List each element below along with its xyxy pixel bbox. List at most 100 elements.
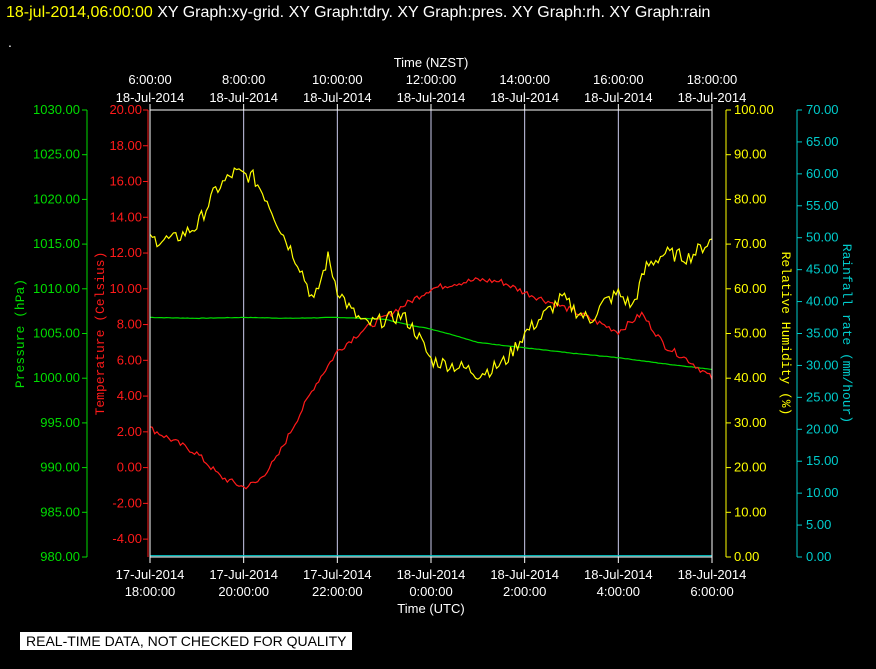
- pressure-tick-label: 980.00: [40, 549, 80, 564]
- x-bottom-tick-label: 20:00:00: [218, 584, 269, 599]
- x-bottom-tick-label: 17-Jul-2014: [303, 567, 372, 582]
- header-date: 18-jul-2014,06:00:00: [6, 4, 153, 21]
- temperature-tick-label: 10.00: [109, 281, 142, 296]
- rain-tick-label: 65.00: [806, 134, 839, 149]
- humidity-tick-label: 20.00: [734, 460, 767, 475]
- rain-tick-label: 25.00: [806, 389, 839, 404]
- rain-tick-label: 0.00: [806, 549, 831, 564]
- rain-tick-label: 15.00: [806, 453, 839, 468]
- rain-tick-label: 20.00: [806, 421, 839, 436]
- x-top-tick-label: 18-Jul-2014: [303, 90, 372, 105]
- x-top-tick-label: 18-Jul-2014: [116, 90, 185, 105]
- x-bottom-tick-label: 18-Jul-2014: [584, 567, 653, 582]
- humidity-tick-label: 70.00: [734, 236, 767, 251]
- humidity-tick-label: 80.00: [734, 191, 767, 206]
- humidity-axis-label: Relative Humidity (%): [778, 252, 793, 416]
- temperature-axis-label: Temperature (Celsius): [93, 252, 108, 416]
- graph-title-tdry: XY Graph:tdry.: [288, 4, 393, 21]
- graph-title-xy-grid: XY Graph:xy-grid.: [157, 4, 285, 21]
- quality-disclaimer: REAL-TIME DATA, NOT CHECKED FOR QUALITY: [20, 632, 353, 650]
- humidity-tick-label: 100.00: [734, 102, 774, 117]
- x-bottom-tick-label: 18-Jul-2014: [490, 567, 559, 582]
- x-bottom-tick-label: 22:00:00: [312, 584, 363, 599]
- x-bottom-tick-label: 2:00:00: [503, 584, 546, 599]
- x-top-tick-label: 18:00:00: [687, 72, 738, 87]
- pressure-tick-label: 1000.00: [33, 370, 80, 385]
- rain-axis-label: Rainfall rate (mm/hour): [839, 244, 854, 423]
- x-top-tick-label: 18-Jul-2014: [209, 90, 278, 105]
- series-layer: [149, 167, 713, 557]
- pressure-tick-label: 995.00: [40, 415, 80, 430]
- temperature-tick-label: 2.00: [117, 424, 142, 439]
- axes-layer: 17-Jul-2014 18:00:00 6:00:00 18-Jul-2014 17-…: [13, 55, 854, 616]
- graph-title-rh: XY Graph:rh.: [511, 4, 605, 21]
- humidity-tick-label: 0.00: [734, 549, 759, 564]
- pressure-axis-label: Pressure (hPa): [13, 279, 28, 388]
- pressure-series-line: [150, 316, 713, 370]
- temperature-tick-label: 0.00: [117, 460, 142, 475]
- x-top-tick-label: 16:00:00: [593, 72, 644, 87]
- humidity-tick-label: 90.00: [734, 147, 767, 162]
- humidity-series-line: [149, 167, 713, 380]
- graph-title-pres: XY Graph:pres.: [397, 4, 508, 21]
- x-bottom-tick-label: 4:00:00: [597, 584, 640, 599]
- x-bottom-tick-label: 18:00:00: [125, 584, 176, 599]
- x-top-tick-label: 10:00:00: [312, 72, 363, 87]
- temperature-tick-label: 6.00: [117, 352, 142, 367]
- x-top-tick-label: 18-Jul-2014: [678, 90, 747, 105]
- x-top-tick-label: 18-Jul-2014: [584, 90, 653, 105]
- x-top-tick-label: 6:00:00: [128, 72, 171, 87]
- rain-tick-label: 35.00: [806, 326, 839, 341]
- temperature-tick-label: 8.00: [117, 317, 142, 332]
- pressure-tick-label: 1005.00: [33, 326, 80, 341]
- pressure-tick-label: 1025.00: [33, 147, 80, 162]
- rain-tick-label: 50.00: [806, 230, 839, 245]
- humidity-tick-label: 60.00: [734, 281, 767, 296]
- temperature-tick-label: 14.00: [109, 209, 142, 224]
- rain-tick-label: 5.00: [806, 517, 831, 532]
- x-bottom-tick-label: 17-Jul-2014: [116, 567, 185, 582]
- x-bottom-tick-label: 6:00:00: [690, 584, 733, 599]
- rain-tick-label: 60.00: [806, 166, 839, 181]
- temperature-tick-label: 18.00: [109, 138, 142, 153]
- rain-tick-label: 70.00: [806, 102, 839, 117]
- temperature-tick-label: 4.00: [117, 388, 142, 403]
- temperature-series-line: [149, 277, 713, 490]
- graph-title-rain: XY Graph:rain: [609, 4, 711, 21]
- x-bottom-tick-label: 18-Jul-2014: [678, 567, 747, 582]
- plot-frame: [149, 109, 713, 558]
- temperature-tick-label: 16.00: [109, 174, 142, 189]
- x-bottom-axis-label: Time (UTC): [397, 601, 464, 616]
- humidity-tick-label: 30.00: [734, 415, 767, 430]
- x-top-tick-label: 18-Jul-2014: [397, 90, 466, 105]
- x-top-tick-label: 14:00:00: [499, 72, 550, 87]
- pressure-tick-label: 985.00: [40, 504, 80, 519]
- temperature-tick-label: 12.00: [109, 245, 142, 260]
- pressure-tick-label: 1020.00: [33, 191, 80, 206]
- rain-tick-label: 40.00: [806, 294, 839, 309]
- header: 18-jul-2014,06:00:00 XY Graph:xy-grid. X…: [6, 4, 710, 22]
- x-bottom-tick-label: 17-Jul-2014: [209, 567, 278, 582]
- x-bottom-tick-label: 0:00:00: [409, 584, 452, 599]
- pressure-tick-label: 1030.00: [33, 102, 80, 117]
- pressure-tick-label: 1015.00: [33, 236, 80, 251]
- grid-layer: [243, 110, 619, 557]
- pressure-tick-label: 990.00: [40, 460, 80, 475]
- rain-tick-label: 45.00: [806, 262, 839, 277]
- x-top-tick-label: 8:00:00: [222, 72, 265, 87]
- header-dot: .: [8, 34, 12, 50]
- humidity-tick-label: 10.00: [734, 504, 767, 519]
- temperature-tick-label: -2.00: [112, 495, 142, 510]
- rain-tick-label: 30.00: [806, 357, 839, 372]
- x-top-tick-label: 18-Jul-2014: [490, 90, 559, 105]
- pressure-tick-label: 1010.00: [33, 281, 80, 296]
- rain-tick-label: 10.00: [806, 485, 839, 500]
- rain-tick-label: 55.00: [806, 198, 839, 213]
- humidity-tick-label: 40.00: [734, 370, 767, 385]
- temperature-tick-label: 20.00: [109, 102, 142, 117]
- x-top-axis-label: Time (NZST): [394, 55, 469, 70]
- temperature-tick-label: -4.00: [112, 531, 142, 546]
- humidity-tick-label: 50.00: [734, 326, 767, 341]
- x-bottom-tick-label: 18-Jul-2014: [397, 567, 466, 582]
